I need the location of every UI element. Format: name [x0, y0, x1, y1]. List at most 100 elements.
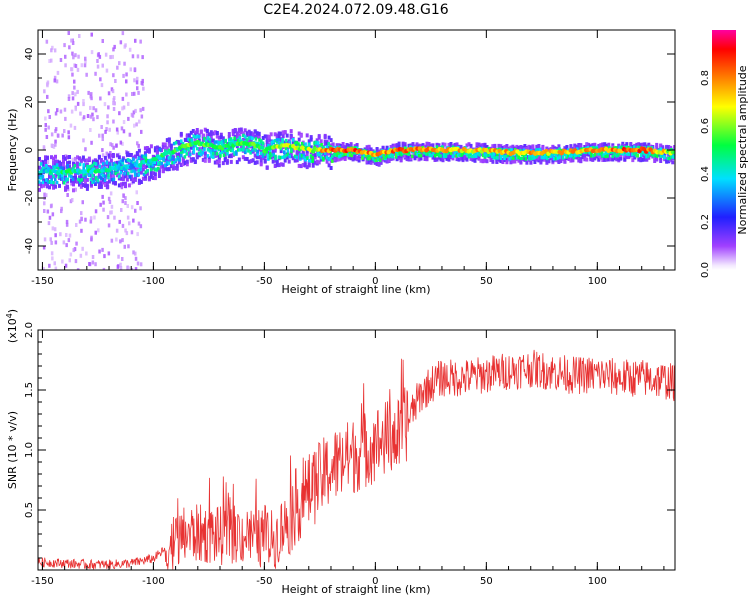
spectrogram-band-cell: [496, 156, 499, 160]
spectrogram-halo-cell: [629, 153, 633, 158]
spectrogram-halo-cell: [201, 133, 205, 138]
spectrogram-band-cell: [348, 153, 352, 157]
spectrogram-halo-cell: [579, 159, 583, 164]
spectrogram-halo-cell: [453, 142, 457, 147]
spectrogram-halo-cell: [379, 160, 383, 165]
spectrogram-halo-cell: [201, 157, 205, 162]
spectrogram-halo-cell: [465, 157, 469, 162]
spectrogram-noise-cell: [141, 55, 144, 60]
spectrogram-band-cell: [73, 164, 77, 168]
spectrogram-band-cell: [222, 139, 226, 143]
spectrogram-noise-cell: [121, 238, 124, 243]
spectrogram-halo-cell: [295, 150, 299, 155]
spectrogram-band-cell: [671, 155, 675, 159]
spectrogram-halo-cell: [48, 185, 51, 190]
spectrogram-halo-cell: [435, 157, 439, 162]
spectrogram-halo-cell: [227, 132, 231, 136]
spectrogram-halo-cell: [297, 131, 301, 136]
spectrogram-halo-cell: [317, 135, 321, 140]
spectrogram-halo-cell: [343, 145, 347, 150]
spectrogram-noise-cell: [56, 108, 59, 113]
spectrogram-noise-cell: [55, 79, 59, 84]
spectrogram-band-cell: [196, 134, 199, 138]
spectrogram-halo-cell: [50, 174, 53, 179]
spectrogram-noise-cell: [140, 80, 143, 85]
spectrogram-noise-cell: [135, 190, 138, 195]
spectrogram-halo-cell: [393, 143, 397, 148]
spectrogram-halo-cell: [105, 181, 109, 186]
spectrogram-ytick-label: -20: [24, 190, 35, 206]
spectrogram-halo-cell: [459, 145, 463, 150]
spectrogram-halo-cell: [495, 158, 499, 163]
spectrogram-halo-cell: [189, 158, 193, 163]
spectrogram-band-cell: [551, 154, 554, 158]
spectrogram-band-cell: [151, 163, 155, 167]
spectrogram-noise-cell: [128, 132, 132, 137]
spectrogram-band-cell: [576, 153, 579, 157]
spectrogram-halo-cell: [177, 152, 181, 157]
spectrogram-halo-cell: [571, 158, 575, 163]
spectrogram-noise-cell: [80, 228, 83, 233]
spectrogram-band-cell: [194, 143, 197, 148]
spectrogram-halo-cell: [375, 162, 379, 166]
spectrogram-band-cell: [275, 140, 279, 144]
spectrogram-halo-cell: [265, 165, 269, 170]
spectrogram-band-cell: [567, 148, 570, 152]
spectrogram-marks: [38, 31, 675, 270]
spectrogram-halo-cell: [225, 160, 229, 165]
spectrogram-halo-cell: [367, 144, 371, 149]
spectrogram-halo-cell: [273, 164, 277, 168]
spectrogram-band-cell: [206, 148, 210, 152]
spectrogram-halo-cell: [157, 174, 161, 178]
spectrogram-halo-cell: [221, 136, 225, 141]
spectrogram-band-cell: [437, 153, 441, 158]
spectrogram-band-cell: [192, 134, 196, 138]
snr-xlabel: Height of straight line (km): [281, 583, 430, 596]
spectrogram-halo-cell: [243, 156, 247, 161]
spectrogram-band-cell: [70, 174, 73, 179]
spectrogram-halo-cell: [165, 167, 169, 172]
spectrogram-band-cell: [132, 157, 135, 162]
spectrogram-band-cell: [373, 158, 377, 163]
spectrogram-noise-cell: [54, 127, 58, 132]
spectrogram-noise-cell: [125, 79, 128, 84]
spectrogram-halo-cell: [76, 179, 79, 184]
spectrogram-halo-cell: [513, 159, 517, 164]
spectrogram-halo-cell: [655, 145, 659, 150]
spectrogram-band-cell: [55, 180, 59, 185]
spectrogram-band-cell: [492, 152, 496, 156]
spectrogram-noise-cell: [89, 128, 92, 132]
spectrogram-halo-cell: [259, 156, 263, 161]
spectrogram-halo-cell: [407, 143, 411, 148]
spectrogram-noise-cell: [81, 246, 84, 251]
spectrogram-band-cell: [91, 180, 94, 184]
spectrogram-band-cell: [164, 163, 167, 168]
spectrogram-noise-cell: [115, 127, 119, 132]
spectrogram-halo-cell: [58, 160, 61, 165]
spectrogram-band-cell: [192, 147, 196, 151]
spectrogram-band-cell: [561, 156, 565, 160]
spectrogram-noise-cell: [63, 107, 67, 112]
spectrogram-band-cell: [267, 153, 270, 158]
spectrogram-band-cell: [199, 152, 203, 157]
spectrogram-band-cell: [350, 153, 354, 158]
spectrogram-halo-cell: [251, 132, 255, 137]
spectrogram-band-cell: [229, 139, 233, 144]
spectrogram-band-cell: [279, 155, 283, 160]
spectrogram-halo-cell: [62, 158, 65, 163]
spectrogram-halo-cell: [485, 159, 489, 164]
spectrogram-halo-cell: [579, 157, 583, 162]
spectrogram-band-cell: [290, 148, 293, 152]
spectrogram-band-cell: [600, 154, 604, 158]
spectrogram-band-cell: [220, 150, 224, 154]
spectrogram-halo-cell: [315, 144, 319, 149]
spectrogram-noise-cell: [107, 105, 110, 110]
spectrogram-halo-cell: [569, 146, 573, 151]
spectrogram-halo-cell: [491, 159, 495, 164]
spectrogram-halo-cell: [145, 163, 149, 168]
spectrogram-halo-cell: [323, 135, 327, 140]
spectrogram-noise-cell: [115, 143, 118, 148]
spectrogram-halo-cell: [327, 163, 331, 168]
spectrogram-band-cell: [245, 149, 249, 153]
spectrogram-band-cell: [627, 152, 631, 156]
